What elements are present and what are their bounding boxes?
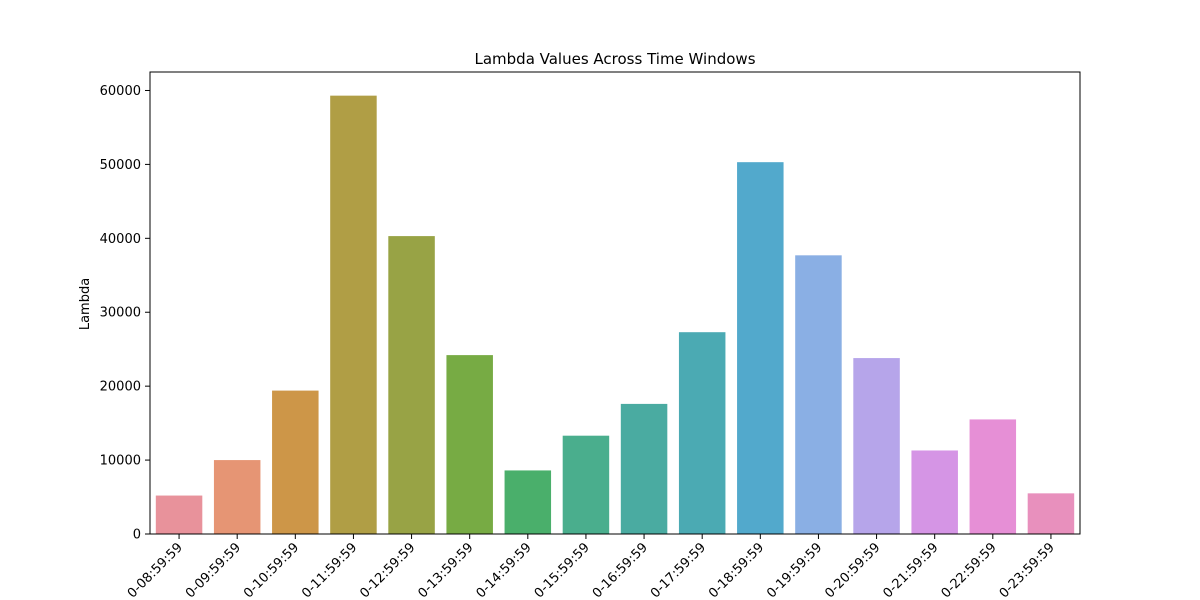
bar-9 [620,403,668,534]
x-tick-label: 0-09:59:59 [183,540,244,600]
bar-11 [737,162,784,534]
x-tick-label: 0-15:59:59 [532,540,593,600]
x-tick-label: 0-21:59:59 [880,540,941,600]
bar-13 [853,358,900,534]
y-tick-label: 20000 [100,380,141,395]
bar-14 [911,450,958,534]
bar-12 [795,255,842,534]
bar-5 [388,236,435,534]
x-tick-label: 0-22:59:59 [939,540,1000,600]
x-tick-label: 0-08:59:59 [125,540,186,600]
x-tick-label: 0-23:59:59 [997,540,1058,600]
bar-8 [562,435,610,534]
y-tick-label: 30000 [100,306,141,321]
y-tick-label: 50000 [100,158,141,173]
bar-6 [446,355,493,534]
x-tick-label: 0-19:59:59 [764,540,825,600]
bar-2 [213,460,261,534]
bar-10 [678,332,726,534]
x-axis: 0-08:59:590-09:59:590-10:59:590-11:59:59… [125,534,1058,600]
plot-frame [149,71,1081,535]
bar-1 [155,495,203,534]
x-tick-label: 0-12:59:59 [357,540,418,600]
x-tick-label: 0-17:59:59 [648,540,709,600]
bar-15 [969,419,1017,534]
bar-3 [272,390,319,534]
y-tick-label: 10000 [100,454,141,469]
bar-7 [504,470,552,534]
x-tick-label: 0-18:59:59 [706,540,767,600]
y-tick-label: 0 [133,528,141,543]
x-tick-label: 0-20:59:59 [822,540,883,600]
x-tick-label: 0-13:59:59 [415,540,476,600]
bar-4 [330,95,377,535]
x-tick-label: 0-11:59:59 [299,540,360,600]
bar-16 [1027,493,1075,534]
x-tick-label: 0-10:59:59 [241,540,302,600]
chart-title: Lambda Values Across Time Windows [474,50,755,68]
x-tick-label: 0-14:59:59 [474,540,535,600]
x-tick-label: 0-16:59:59 [590,540,651,600]
y-tick-label: 60000 [100,84,141,99]
y-tick-label: 40000 [100,232,141,247]
y-axis: 0 10000 20000 30000 40000 50000 60000 [100,84,150,543]
y-axis-label: Lambda [78,278,93,330]
bars-group [155,95,1075,535]
